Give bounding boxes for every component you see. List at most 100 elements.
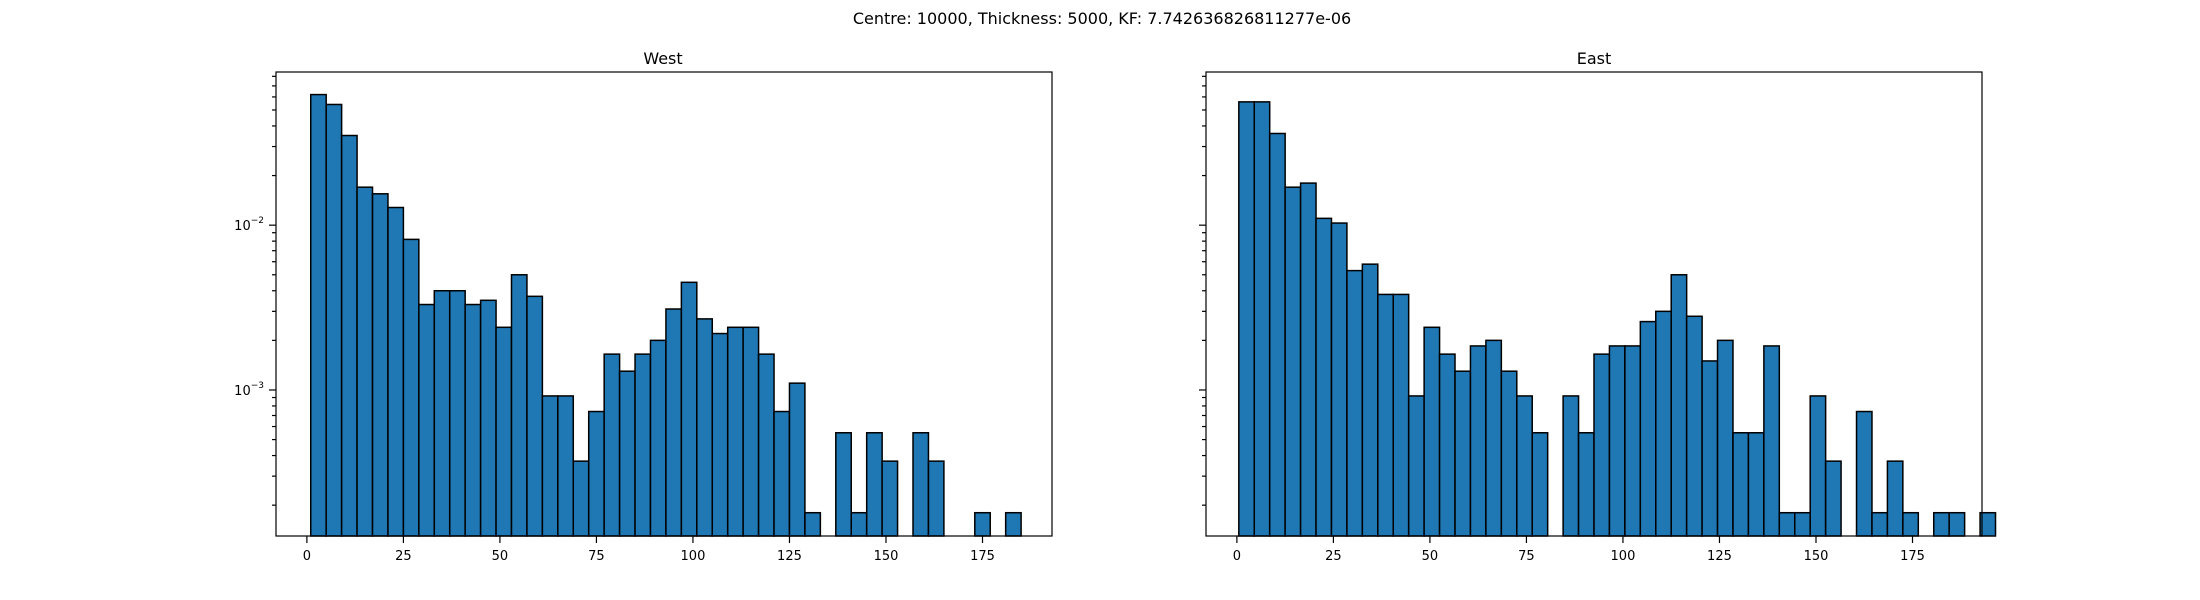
east-bar-11 <box>1407 395 1425 537</box>
east-bar-16 <box>1485 339 1503 537</box>
east-bar-31 <box>1716 339 1734 537</box>
west-ytick-label-1: 10−3 <box>234 381 264 399</box>
east-bar-13 <box>1438 353 1456 537</box>
west-bar-40 <box>927 460 945 537</box>
west-xtick-label-5: 125 <box>777 549 802 564</box>
east-bar-1 <box>1253 101 1271 537</box>
west-bar-34 <box>835 432 852 537</box>
west-bar-20 <box>618 370 636 537</box>
east-bar-12 <box>1423 326 1441 537</box>
west-xtick-label-2: 50 <box>492 549 509 564</box>
east-bar-38 <box>1824 460 1842 537</box>
west-bar-8 <box>433 290 451 537</box>
east-bar-3 <box>1284 186 1302 537</box>
west-bar-25 <box>696 318 714 537</box>
east-xtick-label-3: 75 <box>1518 549 1535 564</box>
east-bar-7 <box>1346 269 1364 537</box>
east-histogram-axes: East 0 25 50 75 100 125 150 175 <box>1199 49 1997 564</box>
west-bar-13 <box>510 274 528 537</box>
east-bar-18 <box>1516 395 1533 537</box>
west-bar-24 <box>680 281 698 537</box>
west-bar-29 <box>757 353 775 537</box>
west-bar-0 <box>310 93 327 537</box>
west-axes-frame <box>275 71 1053 537</box>
west-bar-3 <box>356 186 374 537</box>
west-bar-14 <box>526 295 544 537</box>
west-bar-30 <box>773 410 791 537</box>
east-bar-27 <box>1655 310 1672 537</box>
east-bar-10 <box>1392 293 1410 537</box>
east-bar-9 <box>1377 293 1394 537</box>
east-bar-15 <box>1469 345 1487 537</box>
west-xtick-label-0: 0 <box>303 549 311 564</box>
east-xtick-label-5: 125 <box>1707 549 1732 564</box>
west-bar-45 <box>1004 511 1022 537</box>
east-bar-45 <box>1932 511 1950 537</box>
east-bar-30 <box>1701 360 1719 537</box>
west-ytick-label-0: 10−2 <box>234 216 264 234</box>
east-axes-frame <box>1205 71 1983 537</box>
east-bar-28 <box>1670 274 1688 537</box>
west-bar-16 <box>557 395 575 537</box>
east-bar-6 <box>1330 222 1348 537</box>
east-xtick-label-1: 25 <box>1325 549 1342 564</box>
west-bar-35 <box>850 511 868 537</box>
east-bar-41 <box>1871 511 1889 537</box>
west-bar-21 <box>634 353 652 537</box>
east-ticks: 0 25 50 75 100 125 150 175 <box>1199 75 1925 564</box>
east-bar-25 <box>1624 345 1642 537</box>
west-bar-12 <box>495 326 513 537</box>
west-bar-26 <box>711 332 729 537</box>
west-bar-37 <box>881 460 899 537</box>
west-bar-7 <box>418 303 436 537</box>
east-bar-8 <box>1361 263 1379 537</box>
west-xtick-label-4: 100 <box>681 549 706 564</box>
east-bar-24 <box>1608 345 1626 537</box>
west-bar-4 <box>371 193 389 537</box>
east-xtick-label-7: 175 <box>1900 549 1925 564</box>
east-bar-42 <box>1886 460 1904 537</box>
west-bar-2 <box>340 134 358 537</box>
west-bar-28 <box>742 326 760 537</box>
west-bar-1 <box>325 103 343 537</box>
west-xtick-label-7: 175 <box>970 549 995 564</box>
west-bar-39 <box>912 432 930 537</box>
east-xtick-label-0: 0 <box>1233 549 1241 564</box>
west-bar-36 <box>865 432 883 537</box>
west-bar-31 <box>788 382 806 537</box>
east-bar-35 <box>1778 511 1796 537</box>
figure-suptitle: Centre: 10000, Thickness: 5000, KF: 7.74… <box>853 9 1351 28</box>
east-xtick-label-4: 100 <box>1611 549 1636 564</box>
west-bar-23 <box>665 308 683 537</box>
west-bar-11 <box>479 299 497 537</box>
east-bar-19 <box>1531 432 1549 537</box>
east-bar-23 <box>1593 353 1611 537</box>
east-bar-46 <box>1948 511 1966 537</box>
west-bar-18 <box>587 410 605 537</box>
east-bar-5 <box>1315 217 1333 537</box>
west-bar-10 <box>464 303 482 537</box>
west-histogram-axes: West 0 25 50 75 100 125 150 175 10−2 10−3 <box>234 49 1053 564</box>
east-bar-29 <box>1685 315 1703 537</box>
east-bar-0 <box>1238 101 1256 537</box>
west-xtick-label-6: 150 <box>874 549 899 564</box>
east-bar-40 <box>1855 410 1873 537</box>
east-xtick-label-6: 150 <box>1804 549 1829 564</box>
west-xtick-label-1: 25 <box>395 549 412 564</box>
west-bar-27 <box>726 326 744 537</box>
west-bar-19 <box>603 353 621 537</box>
west-ticks: 0 25 50 75 100 125 150 175 10−2 10−3 <box>234 75 995 564</box>
west-bar-22 <box>649 339 667 537</box>
west-bar-43 <box>974 511 991 537</box>
east-bar-36 <box>1794 511 1811 537</box>
west-xtick-label-3: 75 <box>588 549 605 564</box>
west-axes-title: West <box>643 49 682 68</box>
east-bar-32 <box>1732 432 1750 537</box>
east-bar-21 <box>1562 395 1580 537</box>
west-bar-32 <box>804 511 822 537</box>
east-bar-22 <box>1577 432 1595 537</box>
east-bar-14 <box>1454 370 1472 537</box>
east-bar-4 <box>1299 182 1317 537</box>
west-bar-15 <box>541 395 559 537</box>
